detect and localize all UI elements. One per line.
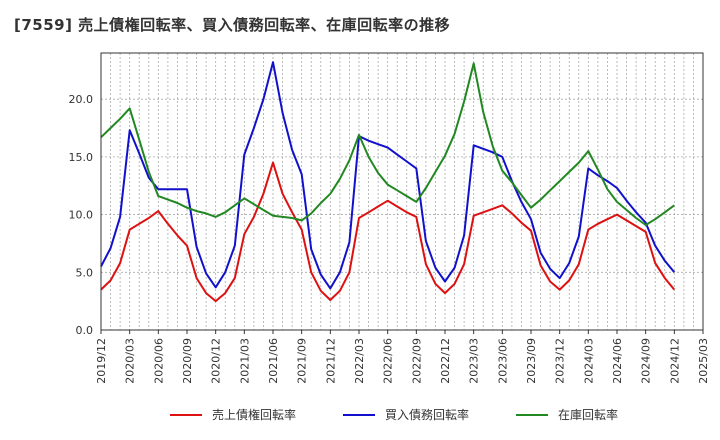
plot-frame bbox=[100, 52, 704, 331]
series-line-3 bbox=[100, 62, 675, 226]
x-tick-label: 2022/06 bbox=[382, 338, 395, 384]
legend-label-1: 売上債権回転率 bbox=[212, 407, 296, 422]
x-tick-label: 2023/09 bbox=[525, 338, 538, 384]
x-tick-label: 2023/12 bbox=[554, 338, 567, 384]
x-tick-label: 2021/03 bbox=[238, 338, 251, 384]
x-tick-label: 2020/03 bbox=[124, 338, 137, 384]
x-tick-label: 2020/12 bbox=[210, 338, 223, 384]
legend-label-2: 買入債務回転率 bbox=[385, 407, 469, 422]
y-tick-label: 5.0 bbox=[76, 266, 94, 279]
x-tick-label: 2023/06 bbox=[496, 338, 509, 384]
x-tick-label: 2021/12 bbox=[324, 338, 337, 384]
x-tick-label: 2020/06 bbox=[152, 338, 165, 384]
x-tick-label: 2024/12 bbox=[668, 338, 681, 384]
y-axis: 0.0 5.0 10.0 15.0 20.0 bbox=[69, 93, 94, 337]
legend: 売上債権回転率 買入債務回転率 在庫回転率 bbox=[170, 407, 618, 422]
x-tick-label: 2021/06 bbox=[267, 338, 280, 384]
x-tick-label: 2021/09 bbox=[296, 338, 309, 384]
y-tick-label: 10.0 bbox=[69, 209, 94, 222]
x-tick-label: 2025/03 bbox=[697, 338, 710, 384]
y-tick-label: 15.0 bbox=[69, 151, 94, 164]
x-tick-label: 2024/03 bbox=[582, 338, 595, 384]
x-tick-label: 2019/12 bbox=[95, 338, 108, 384]
x-tick-label: 2023/03 bbox=[468, 338, 481, 384]
chart-title: [7559] 売上債権回転率、買入債務回転率、在庫回転率の推移 bbox=[14, 16, 451, 34]
x-tick-label: 2024/09 bbox=[640, 338, 653, 384]
x-tick-label: 2022/03 bbox=[353, 338, 366, 384]
series-lines bbox=[100, 61, 676, 303]
series-line-1 bbox=[100, 161, 676, 303]
x-tick-label: 2024/06 bbox=[611, 338, 624, 384]
y-tick-label: 0.0 bbox=[76, 324, 94, 337]
series-line-2 bbox=[100, 61, 676, 290]
legend-label-3: 在庫回転率 bbox=[558, 407, 618, 422]
grid bbox=[101, 53, 703, 330]
x-tick-label: 2020/09 bbox=[181, 338, 194, 384]
x-tick-label: 2022/12 bbox=[439, 338, 452, 384]
x-tick-label: 2022/09 bbox=[410, 338, 423, 384]
y-tick-label: 20.0 bbox=[69, 93, 94, 106]
x-axis: 2019/12 2020/03 2020/06 2020/09 2020/12 2021/… bbox=[95, 330, 710, 384]
